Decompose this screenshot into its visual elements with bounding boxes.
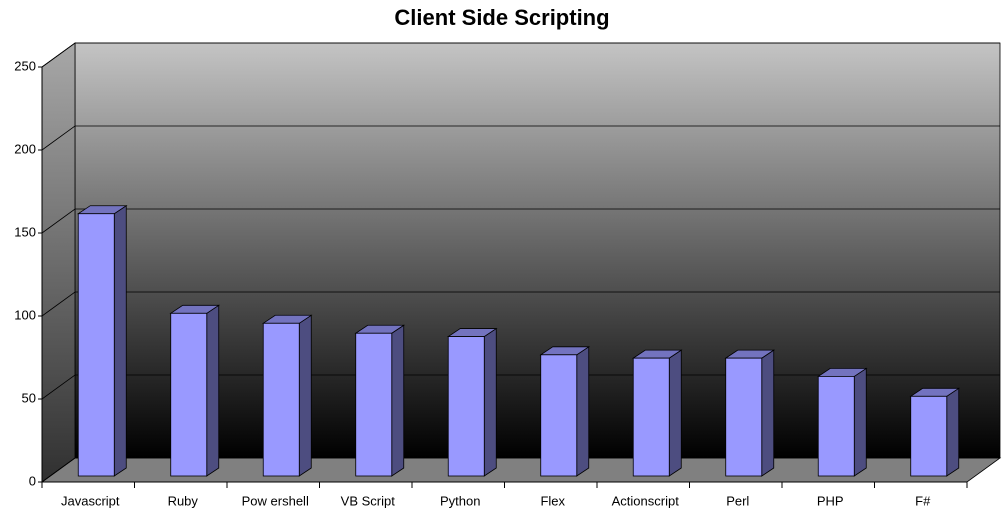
grid-line <box>41 42 1000 68</box>
bar <box>910 395 948 477</box>
side-wall <box>41 42 76 483</box>
y-tick-label: 100 <box>14 307 36 322</box>
bar <box>262 322 300 477</box>
bar <box>725 357 763 477</box>
grid-line <box>41 374 1000 400</box>
y-tick-label: 0 <box>29 473 36 488</box>
bar <box>355 332 393 477</box>
x-tick-label: Flex <box>540 493 565 508</box>
x-tick-label: Python <box>440 493 480 508</box>
bar-side <box>206 304 220 477</box>
y-tick-label: 150 <box>14 224 36 239</box>
y-tick-label: 200 <box>14 141 36 156</box>
bar-side <box>113 204 127 477</box>
grid-line <box>41 291 1000 317</box>
x-tick-label: Perl <box>726 493 749 508</box>
bar <box>170 312 208 477</box>
chart-title: Client Side Scripting <box>394 5 609 30</box>
y-tick-label: 50 <box>22 390 36 405</box>
bar <box>447 336 485 477</box>
bar-side <box>668 349 682 477</box>
y-tick-label: 250 <box>14 58 36 73</box>
bar <box>77 213 115 477</box>
bar-side <box>391 324 405 477</box>
x-tick-label: Ruby <box>168 493 199 508</box>
bar-side <box>483 327 497 477</box>
x-tick-label: Pow ershell <box>242 493 309 508</box>
x-tick-label: Javascript <box>61 493 120 508</box>
x-tick-label: F# <box>915 493 931 508</box>
bar-side <box>946 387 960 477</box>
bar-side <box>853 367 867 477</box>
grid-line <box>41 208 1000 234</box>
x-tick-label: Actionscript <box>612 493 680 508</box>
bar-side <box>576 346 590 477</box>
grid-line <box>41 125 1000 151</box>
x-tick-label: PHP <box>817 493 844 508</box>
bar <box>632 357 670 477</box>
x-tick-label: VB Script <box>341 493 396 508</box>
bar <box>817 375 855 477</box>
grid-line <box>41 457 1000 483</box>
bar <box>540 354 578 477</box>
bar-side <box>298 314 312 477</box>
bar-side <box>761 349 775 477</box>
